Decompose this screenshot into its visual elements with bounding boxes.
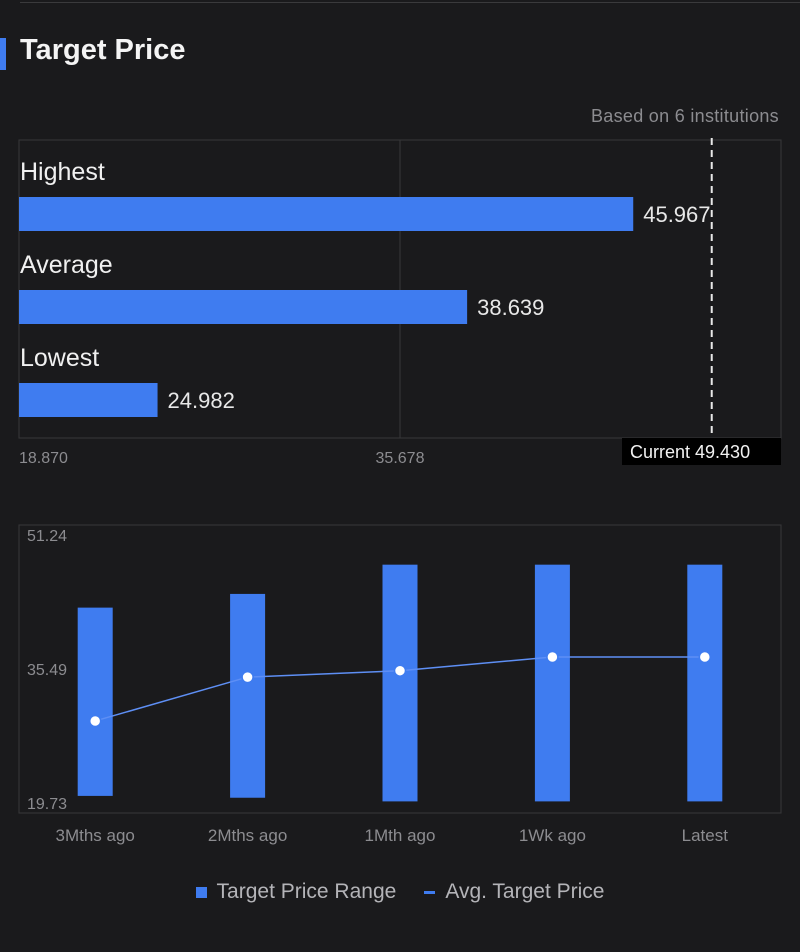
plot-frame	[18, 524, 782, 814]
avg-point	[546, 650, 559, 664]
avg-point	[393, 664, 407, 677]
legend-range-label: Target Price Range	[216, 880, 397, 903]
x-tick-label: 3Mths ago	[56, 826, 135, 845]
y-tick-label: 35.49	[27, 662, 67, 679]
x-tick-label: Latest	[682, 826, 729, 845]
bar-value-label: 24.982	[168, 388, 235, 413]
target-price-bar-chart: Highest 45.967 Average 38.639 Lowest 24.982 18…	[18, 138, 782, 467]
avg-point	[88, 714, 102, 728]
title-accent-bar	[0, 38, 6, 70]
legend-range[interactable]: Target Price Range	[195, 880, 397, 904]
line-swatch-icon	[424, 890, 436, 894]
range-bar	[230, 593, 266, 798]
target-price-range-chart: 51.24 35.49 19.73 3Mths ago 2Mths ago 1Mth ag…	[18, 524, 782, 845]
bar-category-label: Highest	[20, 158, 105, 186]
range-swatch-icon	[195, 886, 207, 898]
range-bar	[534, 564, 570, 802]
section-title: Target Price	[20, 34, 186, 66]
range-bar	[687, 564, 723, 802]
legend-average-label: Avg. Target Price	[445, 880, 605, 903]
bar	[19, 383, 158, 417]
institutions-subtitle: Based on 6 institutions	[590, 106, 779, 126]
y-tick-label: 19.73	[27, 796, 67, 813]
chart-legend: Target Price Range Avg. Target Price	[0, 880, 800, 904]
range-bar	[77, 607, 113, 796]
bar-value-label: 38.639	[477, 295, 544, 320]
bar-category-label: Average	[20, 251, 113, 279]
legend-average[interactable]: Avg. Target Price	[424, 880, 604, 904]
current-price-label: Current 49.430	[630, 442, 750, 462]
avg-point	[698, 650, 712, 664]
avg-point	[241, 670, 254, 684]
x-tick-label: 2Mths ago	[208, 826, 287, 845]
y-tick-label: 51.24	[27, 528, 67, 545]
x-tick-label: 1Mth ago	[365, 826, 436, 845]
bar	[19, 290, 468, 324]
range-bar	[382, 564, 418, 802]
bar-category-label: Lowest	[20, 344, 99, 372]
x-tick-label: 1Wk ago	[519, 826, 586, 845]
x-tick-label: 18.870	[19, 450, 68, 467]
bar-value-label: 45.967	[643, 202, 710, 227]
top-divider	[20, 2, 800, 3]
bar	[19, 197, 634, 231]
x-tick-label: 35.678	[376, 450, 425, 467]
current-price-badge	[622, 438, 781, 465]
